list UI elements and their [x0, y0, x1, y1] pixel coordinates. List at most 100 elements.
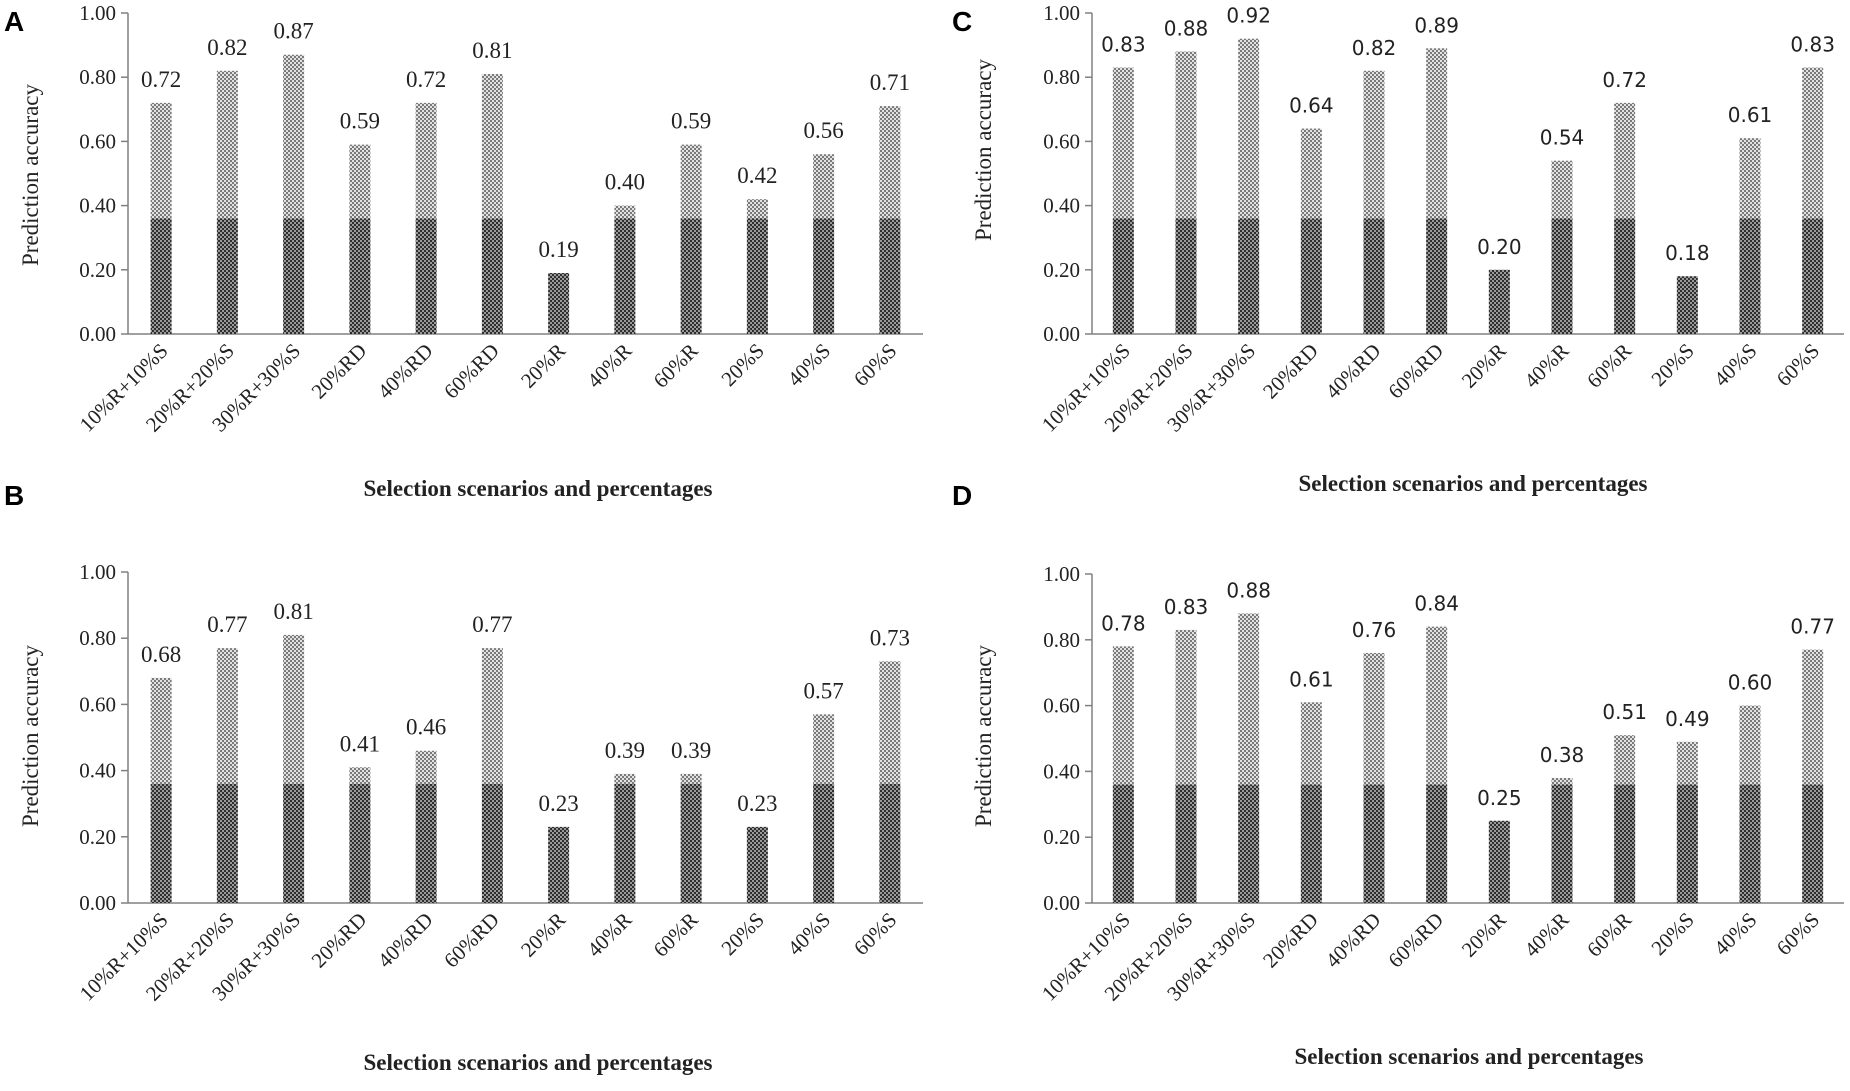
bar-upper-segment: [150, 677, 172, 784]
y-tick-label: 0.20: [1043, 825, 1080, 849]
bar-lower-segment: [1551, 218, 1573, 334]
bar: [614, 773, 636, 903]
bar-lower-segment: [879, 783, 901, 903]
data-label: 0.76: [1352, 618, 1397, 642]
bar: [1676, 276, 1698, 334]
bar-lower-segment: [283, 218, 305, 334]
data-label: 0.46: [406, 715, 446, 740]
bar-upper-segment: [216, 648, 238, 784]
x-category-label: 20%S: [1646, 908, 1698, 960]
bar: [349, 144, 371, 334]
x-category-label: 20%RD: [1258, 908, 1323, 973]
bar-upper-segment: [1238, 613, 1260, 785]
bar-upper-segment: [1112, 646, 1134, 785]
bar: [1363, 70, 1385, 334]
y-tick-label: 0.20: [1043, 258, 1080, 282]
bar-upper-segment: [1802, 67, 1824, 219]
bar-lower-segment: [1739, 218, 1761, 334]
x-category-label: 40%S: [783, 339, 835, 391]
bar-lower-segment: [349, 218, 371, 334]
y-tick-label: 0.80: [79, 626, 116, 650]
bar-lower-segment: [150, 783, 172, 903]
y-tick-label: 0.00: [79, 891, 116, 915]
bar-lower-segment: [150, 218, 172, 334]
x-category-label: 20%RD: [307, 339, 372, 404]
panel-b: B 0.000.200.400.600.801.000.6810%R+10%S0…: [4, 480, 923, 1075]
bar-lower-segment: [481, 218, 503, 334]
bar: [813, 154, 835, 334]
bar-upper-segment: [1676, 741, 1698, 785]
bar: [415, 750, 437, 903]
bar-upper-segment: [614, 205, 636, 219]
bar-upper-segment: [1426, 48, 1448, 219]
data-label: 0.77: [1790, 615, 1835, 639]
bar: [1300, 128, 1322, 334]
data-label: 0.83: [1790, 33, 1835, 57]
y-tick-label: 0.20: [79, 258, 116, 282]
bar: [879, 661, 901, 903]
bar-upper-segment: [1175, 51, 1197, 219]
bar-lower-segment: [1300, 218, 1322, 334]
bar-lower-segment: [680, 783, 702, 903]
bar-upper-segment: [415, 750, 437, 784]
bar: [746, 199, 768, 334]
data-label: 0.40: [605, 170, 645, 195]
bar-lower-segment: [481, 783, 503, 903]
data-label: 0.20: [1477, 235, 1522, 259]
bar-lower-segment: [680, 218, 702, 334]
bar-lower-segment: [1676, 784, 1698, 903]
bar-lower-segment: [1614, 784, 1636, 903]
bar-lower-segment: [1614, 218, 1636, 334]
y-tick-label: 1.00: [79, 560, 116, 584]
bar-lower-segment: [1112, 784, 1134, 903]
bar-lower-segment: [1363, 784, 1385, 903]
data-label: 0.88: [1164, 17, 1209, 41]
y-axis-title: Prediction accuracy: [18, 645, 43, 827]
bar: [283, 54, 305, 334]
bar-lower-segment: [1676, 276, 1698, 334]
bar: [1802, 67, 1824, 334]
bar-lower-segment: [614, 783, 636, 903]
data-label: 0.72: [1602, 68, 1647, 92]
bar: [1426, 626, 1448, 903]
x-category-label: 60%R: [1582, 908, 1636, 962]
bar: [614, 205, 636, 334]
bar-upper-segment: [349, 144, 371, 219]
bar: [150, 102, 172, 334]
bar: [415, 102, 437, 334]
bar: [813, 714, 835, 903]
bar: [349, 767, 371, 903]
panel-a: A 0.000.200.400.600.801.000.7210%R+10%S0…: [4, 1, 923, 501]
x-category-label: 20%S: [716, 908, 768, 960]
bar-upper-segment: [879, 661, 901, 784]
bar-upper-segment: [746, 199, 768, 219]
bar-upper-segment: [1112, 67, 1134, 219]
x-category-label: 40%RD: [1321, 339, 1386, 404]
bar-lower-segment: [1488, 820, 1510, 903]
bar-lower-segment: [1426, 784, 1448, 903]
x-axis-title: Selection scenarios and percentages: [1294, 1044, 1643, 1069]
y-tick-label: 0.00: [1043, 891, 1080, 915]
data-label: 0.42: [737, 163, 777, 188]
data-label: 0.23: [539, 791, 579, 816]
bar: [1300, 702, 1322, 903]
bar-lower-segment: [548, 826, 570, 903]
data-label: 0.82: [207, 35, 247, 60]
bar-lower-segment: [813, 783, 835, 903]
x-category-label: 40%RD: [1321, 908, 1386, 973]
bar-upper-segment: [1426, 626, 1448, 785]
x-axis-title: Selection scenarios and percentages: [363, 1050, 712, 1075]
bar-lower-segment: [746, 826, 768, 903]
bar: [1112, 646, 1134, 903]
x-axis-title: Selection scenarios and percentages: [1298, 471, 1647, 496]
x-category-label: 40%R: [582, 908, 636, 962]
data-label: 0.49: [1665, 707, 1710, 731]
bar: [1175, 51, 1197, 334]
bar: [481, 648, 503, 903]
data-label: 0.73: [870, 625, 910, 650]
bar-upper-segment: [1614, 735, 1636, 785]
bar-upper-segment: [614, 773, 636, 784]
bar-lower-segment: [879, 218, 901, 334]
data-label: 0.77: [472, 612, 512, 637]
x-category-label: 20%R: [516, 339, 570, 393]
